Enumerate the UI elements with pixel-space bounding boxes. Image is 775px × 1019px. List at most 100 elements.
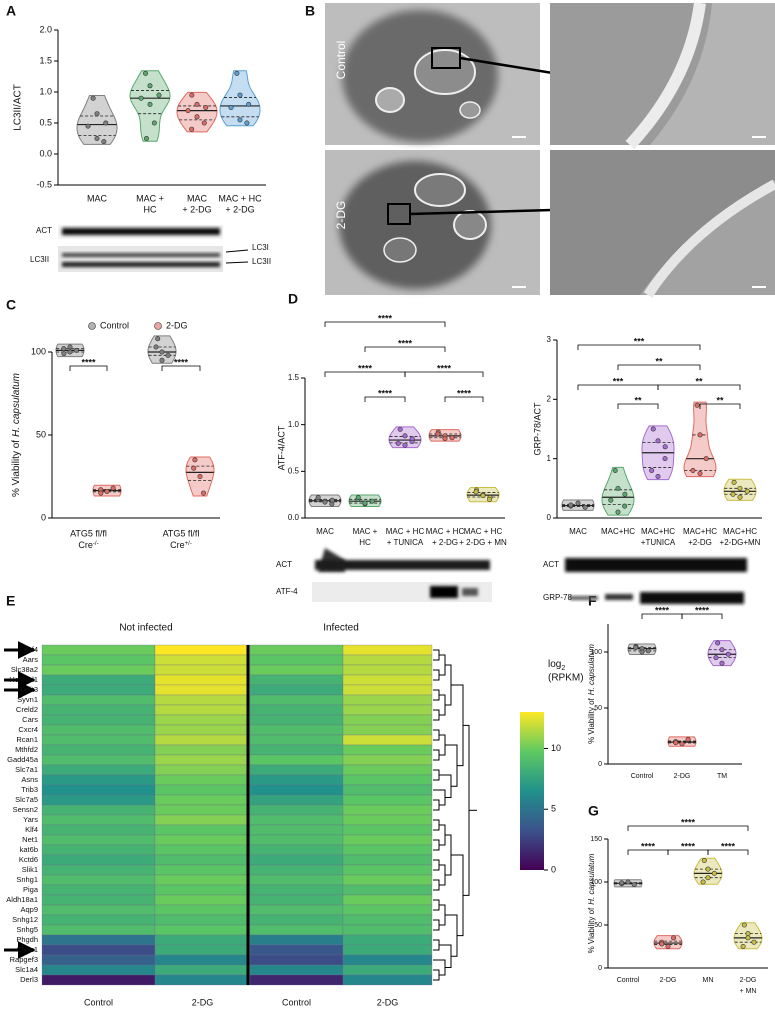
significance-bracket [161, 365, 201, 371]
significance-label: **** [681, 817, 696, 827]
row-label: Kctd6 [19, 855, 38, 864]
significance-label: **** [437, 363, 452, 373]
dendrogram-branch [439, 824, 446, 846]
heat-cell [342, 864, 433, 876]
data-point [575, 500, 581, 506]
y-axis-label-part: H. capsulatum [11, 373, 22, 437]
data-point [189, 92, 195, 98]
heat-cell [342, 804, 433, 816]
micrograph-label: 2-DG [334, 201, 348, 230]
data-point [582, 504, 588, 510]
data-point [608, 497, 614, 503]
x-tick-label: MAC+HC [601, 527, 635, 536]
data-point [322, 499, 328, 505]
heat-cell [154, 724, 251, 736]
significance-bracket [364, 346, 446, 352]
y-tick-label: 100 [590, 649, 602, 656]
x-tick-label-part: -/- [93, 541, 99, 547]
heat-cell [342, 824, 433, 836]
x-tick-label: 2-DG [740, 977, 757, 984]
data-point [101, 139, 107, 145]
data-point [713, 655, 719, 661]
heat-cell [249, 894, 344, 906]
heat-cell [41, 824, 156, 836]
row-label: Yars [23, 815, 38, 824]
data-point [153, 344, 159, 350]
dendrogram-branch [439, 654, 446, 676]
heat-cell [154, 794, 251, 806]
heat-cell [41, 784, 156, 796]
heat-cell [249, 934, 344, 946]
column-label: 2-DG [377, 997, 399, 1007]
heat-cell [249, 714, 344, 726]
row-label: Klf4 [25, 825, 38, 834]
y-tick-label: 1.5 [288, 373, 300, 382]
colorbar-label-part: log [548, 659, 561, 670]
x-tick-label: Cre-/- [78, 540, 98, 550]
heat-cell [249, 694, 344, 706]
data-point [741, 922, 747, 928]
heat-cell [41, 774, 156, 786]
heat-cell [154, 674, 251, 686]
row-label: Snhg5 [16, 925, 38, 934]
heat-cell [154, 644, 251, 656]
significance-bracket [681, 613, 723, 619]
data-point [703, 456, 709, 462]
x-tick-label-part: Cre [78, 540, 93, 550]
panel-letter: E [6, 593, 15, 609]
violin [176, 91, 218, 133]
data-point [155, 336, 161, 342]
heat-cell [342, 644, 433, 656]
data-point [731, 479, 737, 485]
y-axis-label: % Viability of H. capsulatum [587, 644, 596, 744]
heat-cell [154, 904, 251, 916]
heat-cell [342, 764, 433, 776]
heat-cell [249, 974, 344, 986]
significance-label: **** [695, 605, 710, 615]
y-tick-label: 0 [598, 761, 602, 768]
heat-cell [154, 964, 251, 976]
data-point [94, 136, 100, 142]
data-point [369, 498, 375, 504]
heat-cell [41, 864, 156, 876]
x-tick-label: ATG5 fl/fl [70, 528, 107, 538]
heat-cell [41, 944, 156, 956]
heat-cell [342, 654, 433, 666]
x-tick-label: MAC + HC [426, 527, 465, 536]
data-point [715, 640, 721, 646]
heat-cell [342, 834, 433, 846]
heat-cell [154, 814, 251, 826]
row-label: Cxcr4 [18, 725, 38, 734]
x-tick-label: MAC + [136, 193, 164, 203]
significance-label: **** [378, 313, 393, 323]
heat-cell [154, 664, 251, 676]
row-label: Derl3 [20, 975, 38, 984]
heat-cell [342, 694, 433, 706]
heat-cell [154, 774, 251, 786]
data-point [191, 465, 197, 471]
significance-label: *** [634, 336, 645, 346]
legend-swatch [88, 322, 96, 330]
significance-label: **** [457, 388, 472, 398]
colorbar-tick-label: 0 [551, 864, 556, 874]
row-label: Sensn2 [13, 805, 38, 814]
dendrogram-branch [433, 769, 440, 781]
heat-cell [154, 714, 251, 726]
y-tick-label: 100 [31, 346, 46, 356]
heat-cell [41, 734, 156, 746]
heat-cell [154, 784, 251, 796]
data-point [147, 101, 153, 107]
data-point [397, 426, 403, 432]
y-tick-label: 3 [547, 335, 552, 344]
heat-cell [41, 904, 156, 916]
data-point [655, 438, 661, 444]
significance-label: **** [398, 338, 413, 348]
heat-cell [342, 814, 433, 826]
data-point [315, 494, 321, 500]
y-tick-label: 2 [547, 394, 552, 403]
row-label: Aldh18a1 [6, 895, 38, 904]
significance-label: **** [81, 357, 96, 367]
panel-letter: A [6, 3, 16, 19]
significance-label: **** [721, 841, 736, 851]
data-point [194, 114, 200, 120]
